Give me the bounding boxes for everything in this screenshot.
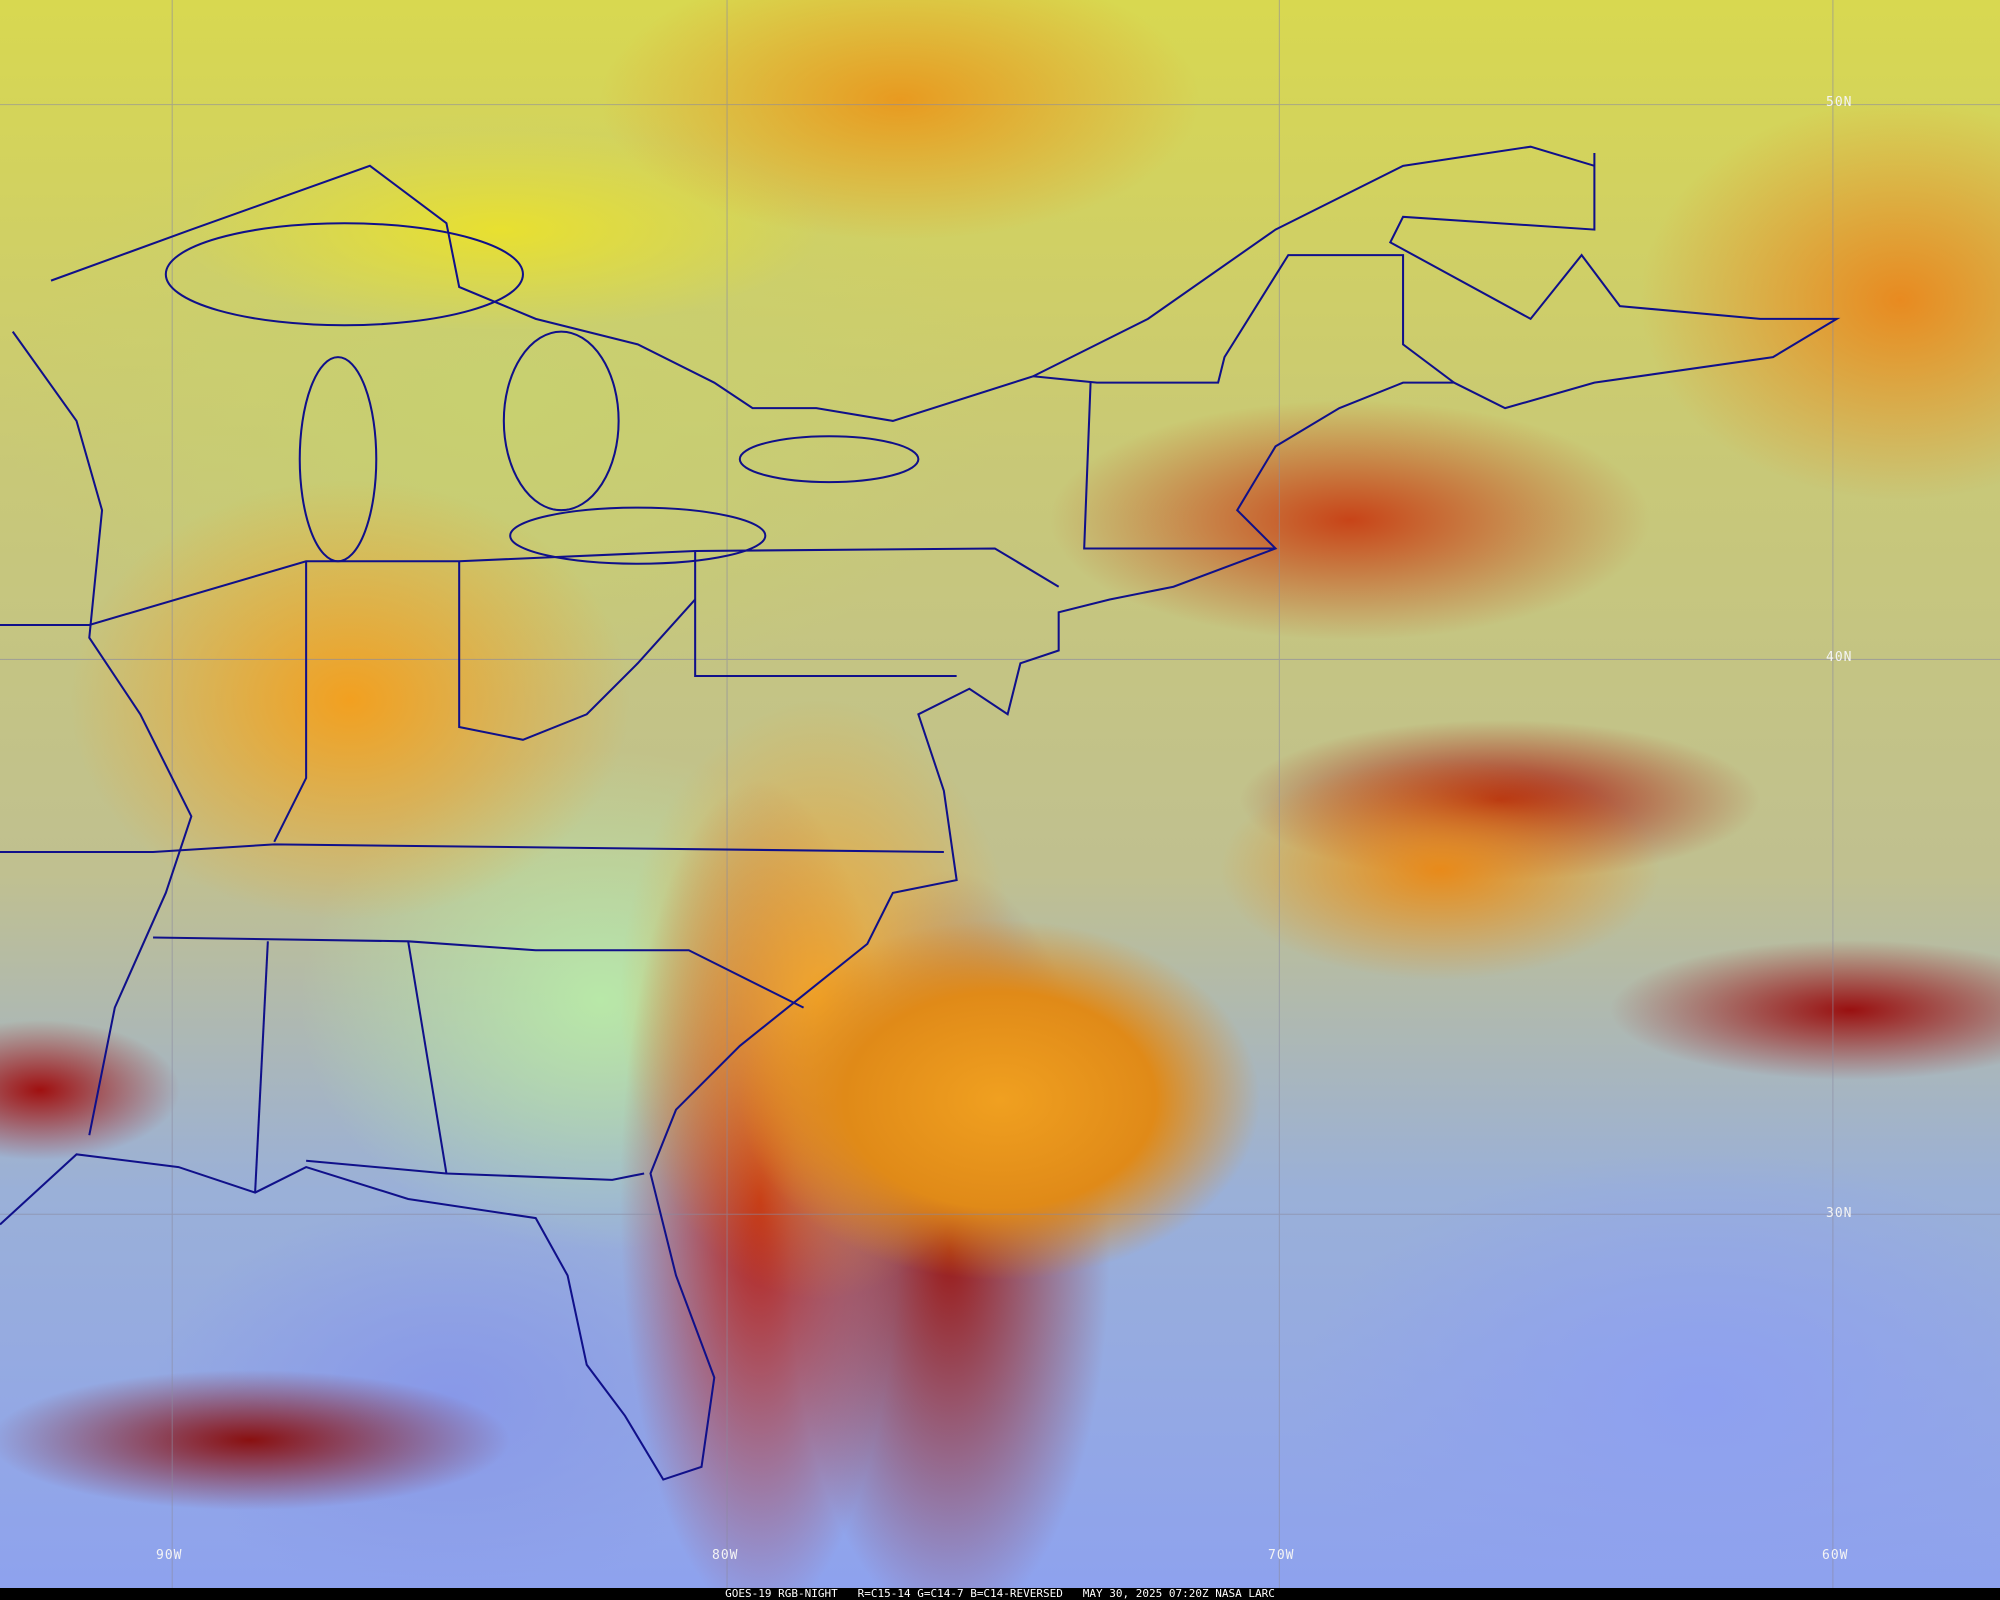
lake-erie — [509, 506, 767, 565]
lake-michigan — [298, 356, 378, 563]
lake-ontario — [738, 435, 920, 484]
new-england-lines — [1083, 382, 1276, 550]
state-line-md — [694, 551, 957, 678]
state-line-ga-fl — [306, 1159, 645, 1181]
state-line-al-ga — [407, 941, 448, 1174]
state-line-va-nc — [0, 843, 944, 854]
state-line-40n — [0, 547, 1060, 627]
latitude-label-50n: 50N — [1826, 95, 1853, 110]
longitude-label-60w: 60W — [1822, 1548, 1849, 1563]
state-line-in — [273, 561, 308, 843]
latitude-label-30n: 30N — [1826, 1206, 1853, 1221]
longitude-label-70w: 70W — [1268, 1548, 1295, 1563]
mississippi-river — [11, 331, 193, 1136]
longitude-label-90w: 90W — [156, 1548, 183, 1563]
lake-huron — [502, 330, 620, 512]
coastline-east — [0, 153, 1841, 1481]
longitude-label-80w: 80W — [712, 1548, 739, 1563]
latitude-label-40n: 40N — [1826, 650, 1853, 665]
state-line-ms-al — [254, 941, 269, 1193]
st-lawrence — [1032, 145, 1595, 378]
boundaries — [0, 145, 1841, 1481]
state-line-sc-ga — [153, 936, 805, 1009]
lake-superior — [164, 222, 524, 327]
image-caption: GOES-19 RGB-NIGHT R=C15-14 G=C14-7 B=C14… — [0, 1588, 2000, 1600]
state-line-oh — [458, 561, 696, 741]
canada-us-border — [50, 164, 1455, 422]
